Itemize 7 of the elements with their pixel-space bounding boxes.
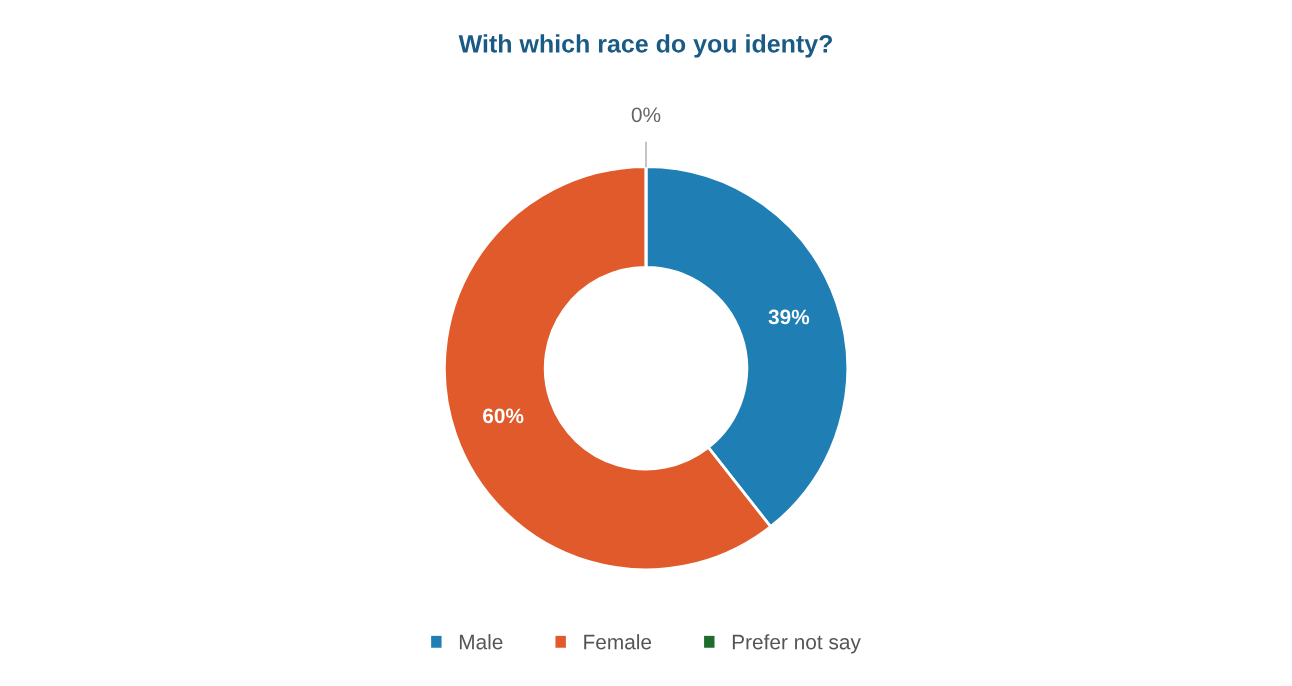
chart-title: With which race do you identy?	[458, 34, 832, 58]
data-label: 39%	[768, 309, 810, 325]
legend-label: Female	[584, 634, 652, 650]
text: 0%	[631, 107, 661, 123]
legend-label: Male	[459, 634, 503, 650]
data-label: 60%	[483, 408, 524, 424]
legend-label: Prefer not say	[732, 634, 861, 654]
